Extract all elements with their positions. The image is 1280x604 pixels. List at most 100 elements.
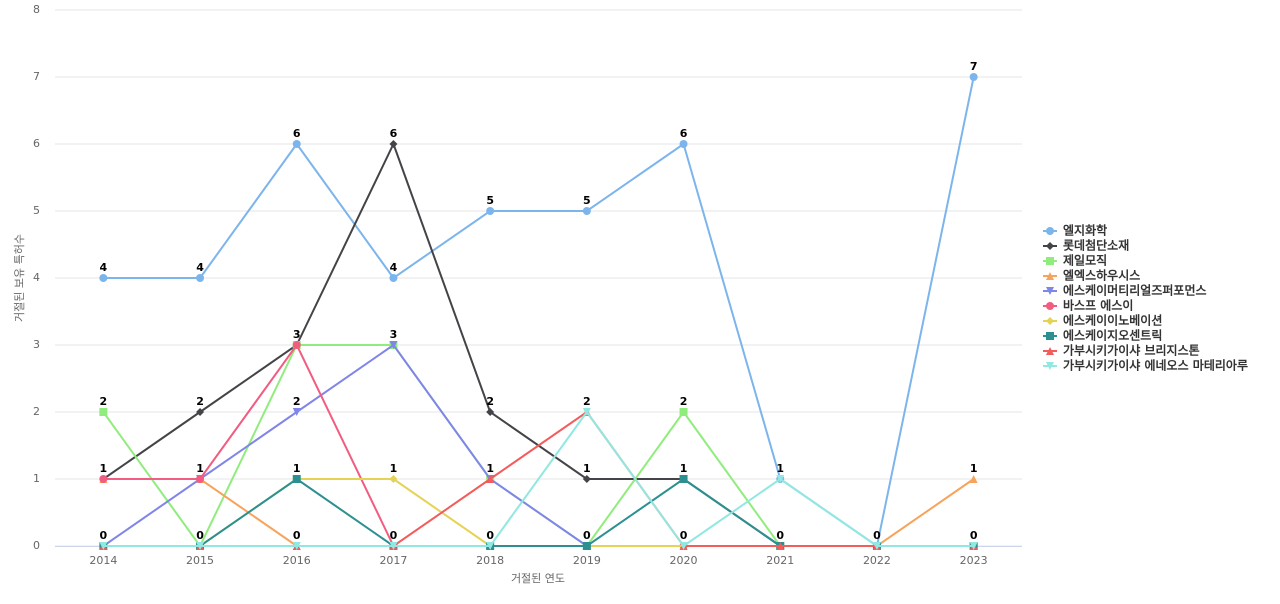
marker <box>99 408 108 416</box>
data-label: 6 <box>390 127 398 140</box>
data-label: 1 <box>776 462 784 475</box>
data-label: 1 <box>196 462 204 475</box>
marker <box>1046 302 1054 310</box>
marker <box>969 542 978 550</box>
marker <box>1046 332 1054 340</box>
marker <box>1046 227 1054 235</box>
legend-label: 롯데첨단소재 <box>1063 238 1129 253</box>
marker <box>1046 362 1054 370</box>
data-label: 1 <box>293 462 301 475</box>
y-axis-title: 거절된 보유 특허수 <box>13 234 26 322</box>
legend-item[interactable]: 엘엑스하우시스 <box>1043 268 1140 283</box>
data-label: 2 <box>680 395 688 408</box>
marker <box>582 475 591 483</box>
marker <box>969 475 978 483</box>
data-label: 5 <box>583 194 591 207</box>
marker <box>292 341 301 349</box>
marker <box>969 73 978 81</box>
data-label: 6 <box>680 127 688 140</box>
data-label: 0 <box>776 529 784 542</box>
data-label: 2 <box>583 395 591 408</box>
data-label: 2 <box>293 395 301 408</box>
marker <box>292 140 301 148</box>
marker <box>196 274 205 282</box>
marker <box>872 542 881 550</box>
x-tick-label: 2018 <box>476 554 504 567</box>
data-label: 5 <box>486 194 494 207</box>
x-tick-label: 2022 <box>863 554 891 567</box>
marker <box>679 140 688 148</box>
y-tick-label: 2 <box>33 405 40 418</box>
data-label: 4 <box>100 261 108 274</box>
marker <box>99 542 108 550</box>
data-label: 2 <box>100 395 108 408</box>
legend-label: 가부시키가이샤 에네오스 마테리아루 <box>1063 358 1248 373</box>
marker <box>1046 257 1054 265</box>
legend-item[interactable]: 에스케이지오센트릭 <box>1043 328 1162 343</box>
legend-label: 에스케이이노베이션 <box>1063 313 1162 328</box>
data-label: 6 <box>293 127 301 140</box>
data-label: 0 <box>196 529 204 542</box>
marker <box>196 542 205 550</box>
marker <box>196 408 205 416</box>
marker <box>776 542 785 550</box>
marker <box>582 408 591 416</box>
data-label: 2 <box>196 395 204 408</box>
marker <box>389 542 398 550</box>
marker <box>389 341 398 349</box>
legend-item[interactable]: 에스케이이노베이션 <box>1043 313 1162 328</box>
data-label: 1 <box>680 462 688 475</box>
marker <box>679 542 688 550</box>
legend-item[interactable]: 에스케이머티리얼즈퍼포먼스 <box>1043 283 1207 298</box>
y-tick-label: 3 <box>33 338 40 351</box>
marker <box>679 475 688 483</box>
data-label: 1 <box>100 462 108 475</box>
legend-item[interactable]: 롯데첨단소재 <box>1043 238 1129 253</box>
marker <box>1046 347 1054 355</box>
data-label: 0 <box>970 529 978 542</box>
data-label: 1 <box>970 462 978 475</box>
y-tick-label: 4 <box>33 271 40 284</box>
x-tick-label: 2021 <box>766 554 794 567</box>
legend-item[interactable]: 엘지화학 <box>1043 223 1107 238</box>
data-label: 3 <box>390 328 398 341</box>
data-label: 0 <box>873 529 881 542</box>
x-tick-label: 2023 <box>960 554 988 567</box>
legend-label: 엘지화학 <box>1063 223 1107 238</box>
y-tick-label: 7 <box>33 70 40 83</box>
x-axis-title: 거절된 연도 <box>511 572 565 585</box>
x-tick-label: 2019 <box>573 554 601 567</box>
y-tick-label: 1 <box>33 472 40 485</box>
data-label: 0 <box>390 529 398 542</box>
marker <box>679 408 688 416</box>
marker <box>389 475 398 483</box>
marker <box>1046 287 1054 295</box>
marker <box>292 408 301 416</box>
legend-item[interactable]: 가부시키가이샤 에네오스 마테리아루 <box>1043 358 1248 373</box>
legend-label: 에스케이지오센트릭 <box>1063 328 1162 343</box>
x-tick-label: 2015 <box>186 554 214 567</box>
data-label: 4 <box>390 261 398 274</box>
marker <box>486 475 495 483</box>
marker <box>776 475 785 483</box>
marker <box>99 475 108 483</box>
data-label: 0 <box>680 529 688 542</box>
marker <box>486 408 495 416</box>
legend-item[interactable]: 제일모직 <box>1043 253 1107 268</box>
marker <box>486 542 495 550</box>
marker <box>1046 272 1054 280</box>
data-label: 4 <box>196 261 204 274</box>
legend-item[interactable]: 바스프 에스이 <box>1043 298 1133 313</box>
x-tick-label: 2016 <box>283 554 311 567</box>
data-label: 0 <box>100 529 108 542</box>
marker <box>292 475 301 483</box>
data-label: 7 <box>970 60 978 73</box>
x-tick-label: 2020 <box>670 554 698 567</box>
legend-item[interactable]: 가부시키가이샤 브리지스톤 <box>1043 343 1200 358</box>
data-label: 3 <box>293 328 301 341</box>
x-tick-label: 2014 <box>89 554 117 567</box>
data-label: 2 <box>486 395 494 408</box>
legend-label: 제일모직 <box>1063 253 1107 268</box>
data-label: 0 <box>583 529 591 542</box>
